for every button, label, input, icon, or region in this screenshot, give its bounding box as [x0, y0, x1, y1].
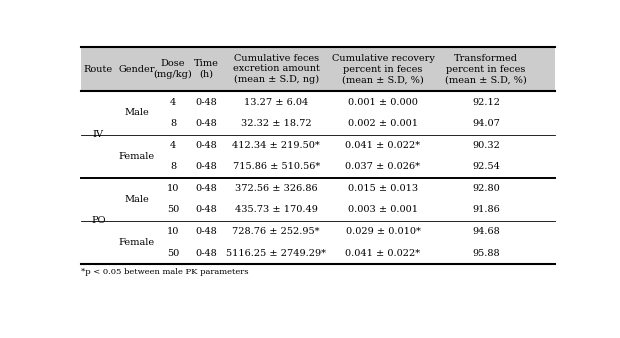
- Text: 4: 4: [170, 98, 176, 107]
- Text: 4: 4: [170, 141, 176, 150]
- Text: 91.86: 91.86: [472, 206, 500, 214]
- Text: Time
(h): Time (h): [194, 59, 219, 79]
- Text: 0.001 ± 0.000: 0.001 ± 0.000: [348, 98, 418, 107]
- Text: 90.32: 90.32: [472, 141, 500, 150]
- Text: 92.54: 92.54: [472, 162, 500, 171]
- Text: 32.32 ± 18.72: 32.32 ± 18.72: [241, 119, 312, 128]
- Text: 13.27 ± 6.04: 13.27 ± 6.04: [244, 98, 308, 107]
- Text: 0-48: 0-48: [195, 227, 217, 236]
- Text: 94.68: 94.68: [472, 227, 500, 236]
- Text: 92.12: 92.12: [472, 98, 500, 107]
- Text: 0.029 ± 0.010*: 0.029 ± 0.010*: [345, 227, 420, 236]
- Text: Route: Route: [84, 65, 113, 74]
- Text: 0-48: 0-48: [195, 248, 217, 258]
- Text: 0-48: 0-48: [195, 98, 217, 107]
- Text: 0.003 ± 0.001: 0.003 ± 0.001: [348, 206, 418, 214]
- Text: IV: IV: [93, 130, 104, 139]
- Text: 0-48: 0-48: [195, 162, 217, 171]
- Text: 0.002 ± 0.001: 0.002 ± 0.001: [348, 119, 418, 128]
- Text: 435.73 ± 170.49: 435.73 ± 170.49: [235, 206, 317, 214]
- Text: 8: 8: [170, 162, 176, 171]
- Text: Female: Female: [118, 151, 154, 161]
- Text: Male: Male: [124, 108, 149, 117]
- Text: 8: 8: [170, 119, 176, 128]
- Text: 5116.25 ± 2749.29*: 5116.25 ± 2749.29*: [226, 248, 326, 258]
- Text: 50: 50: [167, 206, 179, 214]
- Text: 0-48: 0-48: [195, 141, 217, 150]
- Text: 0.037 ± 0.026*: 0.037 ± 0.026*: [345, 162, 420, 171]
- Text: Cumulative feces
excretion amount
(mean ± S.D, ng): Cumulative feces excretion amount (mean …: [233, 54, 320, 84]
- Text: 372.56 ± 326.86: 372.56 ± 326.86: [235, 184, 317, 193]
- Text: 94.07: 94.07: [472, 119, 500, 128]
- Text: Cumulative recovery
percent in feces
(mean ± S.D, %): Cumulative recovery percent in feces (me…: [332, 54, 435, 84]
- Text: 10: 10: [167, 184, 179, 193]
- Text: 0.041 ± 0.022*: 0.041 ± 0.022*: [345, 141, 420, 150]
- Text: 0-48: 0-48: [195, 119, 217, 128]
- Text: 0-48: 0-48: [195, 184, 217, 193]
- Bar: [81, 47, 555, 91]
- Text: 728.76 ± 252.95*: 728.76 ± 252.95*: [232, 227, 320, 236]
- Text: PO: PO: [91, 216, 105, 225]
- Text: 0.015 ± 0.013: 0.015 ± 0.013: [348, 184, 418, 193]
- Text: *p < 0.05 between male PK parameters: *p < 0.05 between male PK parameters: [81, 268, 248, 276]
- Text: 412.34 ± 219.50*: 412.34 ± 219.50*: [232, 141, 320, 150]
- Text: Dose
(mg/kg): Dose (mg/kg): [154, 59, 192, 79]
- Text: Transformed
percent in feces
(mean ± S.D, %): Transformed percent in feces (mean ± S.D…: [445, 54, 527, 84]
- Text: 0.041 ± 0.022*: 0.041 ± 0.022*: [345, 248, 420, 258]
- Text: 715.86 ± 510.56*: 715.86 ± 510.56*: [232, 162, 320, 171]
- Text: 10: 10: [167, 227, 179, 236]
- Text: Gender: Gender: [118, 65, 154, 74]
- Text: Male: Male: [124, 195, 149, 204]
- Text: 50: 50: [167, 248, 179, 258]
- Text: 92.80: 92.80: [472, 184, 500, 193]
- Text: 0-48: 0-48: [195, 206, 217, 214]
- Text: Female: Female: [118, 238, 154, 247]
- Text: 95.88: 95.88: [472, 248, 500, 258]
